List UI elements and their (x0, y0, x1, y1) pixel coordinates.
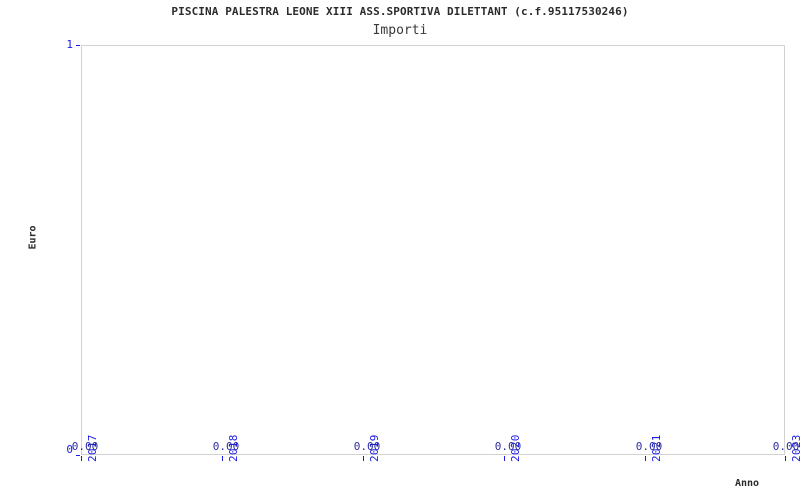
y-axis-tick-min: 0 (66, 443, 73, 456)
x-axis-label: Anno (735, 478, 760, 489)
chart-subtitle: Importi (372, 23, 428, 38)
x-axis-tick-mark (785, 456, 786, 461)
y-axis-tick-mark-min (76, 455, 80, 456)
data-value-label-2019: 0.00 (353, 440, 381, 453)
bar-2017 (66, 454, 96, 455)
bar-2018 (207, 454, 237, 455)
bar-2019 (348, 454, 378, 455)
plot-area (81, 45, 785, 455)
x-axis-tick-mark (504, 456, 505, 461)
bar-2021 (630, 454, 660, 455)
x-axis-tick-mark (81, 456, 82, 461)
y-axis-tick-max: 1 (66, 38, 73, 51)
chart-title: PISCINA PALESTRA LEONE XIII ASS.SPORTIVA… (171, 5, 629, 18)
data-value-label-2023: 0.00 (772, 440, 800, 453)
data-value-label-2017: 0.00 (71, 440, 99, 453)
y-axis-tick-mark-max (76, 45, 80, 46)
data-value-label-2018: 0.00 (212, 440, 240, 453)
bar-2023 (770, 454, 800, 455)
data-value-label-2020: 0.00 (494, 440, 522, 453)
bar-2020 (489, 454, 519, 455)
x-axis-tick-mark (645, 456, 646, 461)
x-axis-tick-mark (222, 456, 223, 461)
y-axis-label: Euro (27, 225, 39, 250)
x-axis-tick-mark (363, 456, 364, 461)
data-value-label-2021: 0.00 (635, 440, 663, 453)
